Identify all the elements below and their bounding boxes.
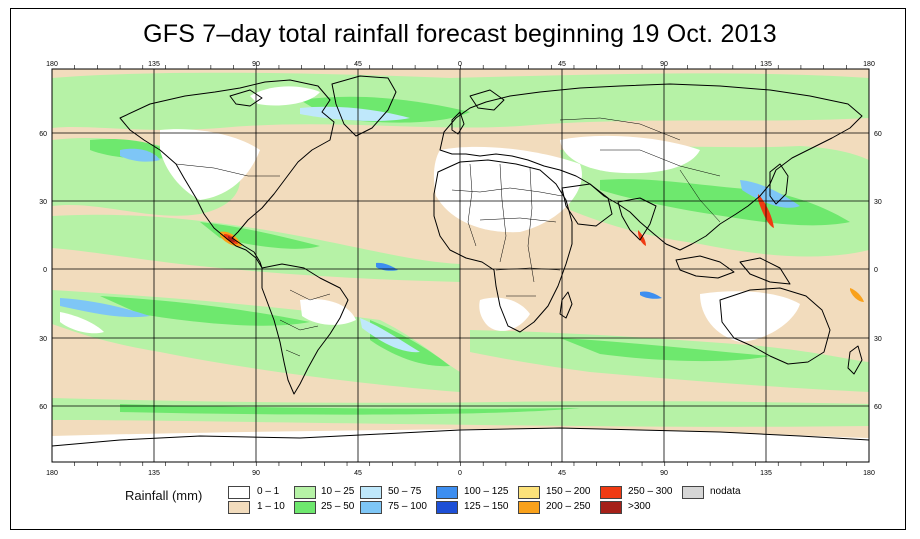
right-tick-label: 60 (874, 131, 882, 138)
top-tick-label: 90 (252, 61, 260, 68)
bottom-tick-label: 180 (863, 470, 875, 477)
bottom-tick-label: 90 (660, 470, 668, 477)
left-tick-label: 30 (39, 199, 47, 206)
left-tick-label: 60 (39, 404, 47, 411)
top-tick-label: 135 (760, 61, 772, 68)
left-tick-label: 60 (39, 131, 47, 138)
bottom-tick-label: 45 (354, 470, 362, 477)
graticule (51, 69, 870, 462)
top-tick-label: 135 (148, 61, 160, 68)
map-title: GFS 7–day total rainfall forecast beginn… (143, 20, 777, 48)
rain-moderate (90, 96, 850, 415)
right-tick-labels: 60 30 0 30 60 (874, 131, 882, 411)
top-tick-label: 45 (354, 61, 362, 68)
bottom-tick-label: 135 (148, 470, 160, 477)
top-tick-label: 90 (660, 61, 668, 68)
right-tick-label: 60 (874, 404, 882, 411)
bottom-tick-label: 180 (46, 470, 58, 477)
top-tick-labels: 180 135 90 45 0 45 90 135 180 (46, 61, 875, 68)
bottom-tick-labels: 180 135 90 45 0 45 90 135 180 (46, 470, 875, 477)
bottom-tick-label: 90 (252, 470, 260, 477)
top-tick-label: 0 (458, 61, 462, 68)
left-tick-labels: 60 30 0 30 60 (39, 131, 47, 411)
bottom-tick-label: 135 (760, 470, 772, 477)
left-tick-label: 0 (43, 267, 47, 274)
bottom-tick-label: 45 (558, 470, 566, 477)
figure-frame (10, 8, 906, 530)
left-tick-label: 30 (39, 336, 47, 343)
right-tick-label: 30 (874, 199, 882, 206)
right-tick-label: 0 (874, 267, 878, 274)
top-tick-label: 180 (46, 61, 58, 68)
bottom-tick-label: 0 (458, 470, 462, 477)
right-tick-label: 30 (874, 336, 882, 343)
minor-ticks (74, 65, 847, 466)
top-tick-label: 45 (558, 61, 566, 68)
top-tick-label: 180 (863, 61, 875, 68)
